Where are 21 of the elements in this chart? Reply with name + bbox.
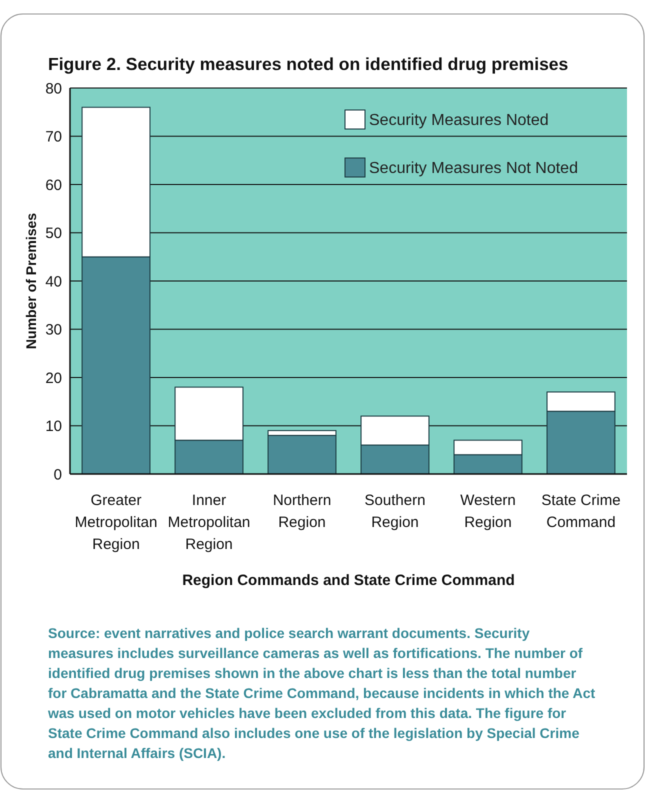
y-tick-label: 70 bbox=[45, 128, 62, 146]
source-note: Source: event narratives and police search warrant documents. Security measures includes surveillance cameras as well as fortifications. The number of identified drug premises shown in the above chart is less than the total number for Cabramatta and the State Crime Command, because incidents in which the Act was used on motor vehicles have been excluded from this data. The figure for State Crime Command also includes one use of the legislation by Special Crime and Internal Affairs (SCIA). bbox=[47, 625, 596, 761]
legend-label: Security Measures Not Noted bbox=[369, 160, 578, 177]
y-tick-label: 60 bbox=[45, 176, 62, 194]
x-tick-label: Southern Region bbox=[364, 492, 426, 531]
chart-title: Figure 2. Security measures noted on identified drug premises bbox=[48, 54, 569, 74]
x-tick-label: State Crime Command bbox=[541, 492, 621, 531]
x-tick-label: Northern Region bbox=[272, 492, 332, 531]
x-tick-label: Greater Metropolitan Region bbox=[74, 492, 158, 553]
y-tick-label: 20 bbox=[45, 370, 62, 387]
y-tick-label: 80 bbox=[45, 80, 62, 98]
y-tick-label: 50 bbox=[45, 225, 62, 242]
x-axis-title: Region Commands and State Crime Command bbox=[182, 572, 515, 589]
y-axis-title: Number of Premises bbox=[23, 212, 39, 350]
x-tick-label: Inner Metropolitan Region bbox=[168, 492, 250, 553]
x-tick-label: Western Region bbox=[460, 492, 516, 531]
y-tick-label: 30 bbox=[45, 322, 62, 338]
y-tick-label: 10 bbox=[45, 418, 62, 435]
y-tick-label: 40 bbox=[45, 273, 62, 290]
y-tick-label: 0 bbox=[54, 466, 62, 484]
legend-label: Security Measures Noted bbox=[369, 112, 549, 129]
